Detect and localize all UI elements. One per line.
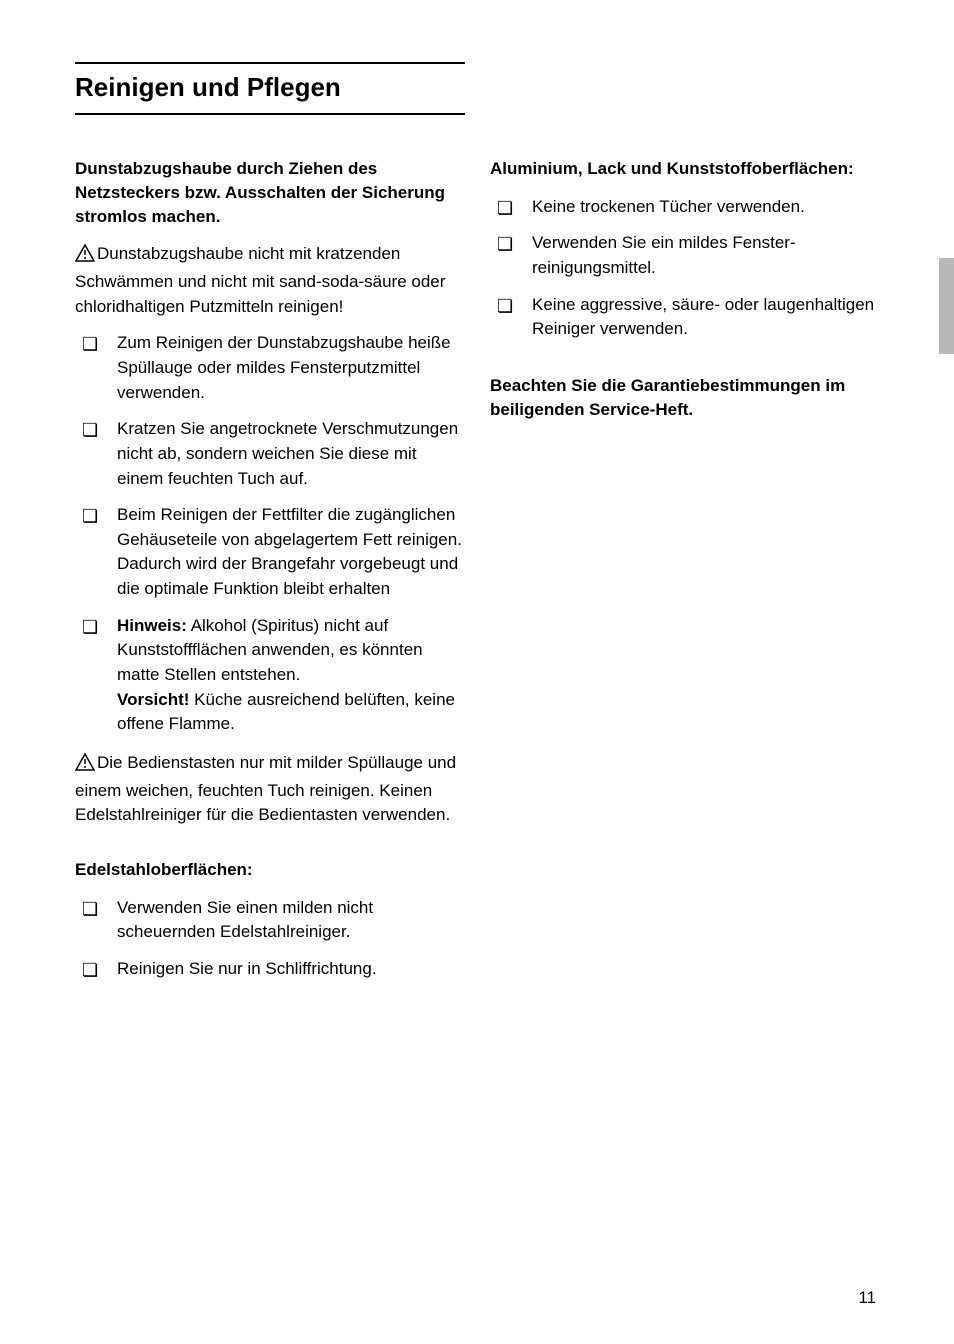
warning-cleaning-agents: Dunstabzugshaube nicht mit kratzenden Sc… xyxy=(75,242,464,319)
warning-text-1: Dunstabzugshaube nicht mit kratzenden Sc… xyxy=(75,244,445,315)
list-item: Kratzen Sie angetrocknete Verschmutzunge… xyxy=(75,417,464,491)
subheading-warranty: Beachten Sie die Garantiebestimmungen im… xyxy=(490,374,879,422)
subheading-stainless: Edelstahloberflächen: xyxy=(75,858,464,882)
list-item: Keine trockenen Tücher verwenden. xyxy=(490,195,879,220)
spacer xyxy=(490,356,879,374)
title-container: Reinigen und Pflegen xyxy=(75,62,465,115)
list-item: Beim Reinigen der Fettfilter die zugängl… xyxy=(75,503,464,602)
right-column: Aluminium, Lack und Kunststoffoberfläche… xyxy=(490,157,879,996)
warning-control-buttons: Die Bedienstasten nur mit milder Spüllau… xyxy=(75,751,464,828)
cleaning-list-1: Zum Reinigen der Dunstabzugshaube heiße … xyxy=(75,331,464,737)
hinweis-label: Hinweis: xyxy=(117,616,187,635)
page-title: Reinigen und Pflegen xyxy=(75,72,465,103)
warning-icon xyxy=(75,244,95,270)
warning-icon xyxy=(75,753,95,779)
spacer xyxy=(75,840,464,858)
list-item: Zum Reinigen der Dunstabzugshaube heiße … xyxy=(75,331,464,405)
list-item: Reinigen Sie nur in Schliffrichtung. xyxy=(75,957,464,982)
page-tab-marker xyxy=(939,258,954,354)
content-columns: Dunstabzugshaube durch Ziehen des Netzst… xyxy=(75,157,879,996)
list-item: Keine aggressive, säure- oder laugenhalt… xyxy=(490,293,879,342)
list-item: Verwenden Sie einen milden nicht scheuer… xyxy=(75,896,464,945)
page-number: 11 xyxy=(858,1288,876,1308)
stainless-list: Verwenden Sie einen milden nicht scheuer… xyxy=(75,896,464,982)
page-container: Reinigen und Pflegen Dunstabzugshaube du… xyxy=(0,0,954,1344)
aluminium-list: Keine trockenen Tücher verwenden. Verwen… xyxy=(490,195,879,342)
list-item: Verwenden Sie ein mildes Fenster­reinigu… xyxy=(490,231,879,280)
vorsicht-label: Vorsicht! xyxy=(117,690,189,709)
subheading-aluminium: Aluminium, Lack und Kunststoffoberfläche… xyxy=(490,157,879,181)
left-column: Dunstabzugshaube durch Ziehen des Netzst… xyxy=(75,157,464,996)
list-item-hinweis: Hinweis: Alkohol (Spiritus) nicht auf Ku… xyxy=(75,614,464,737)
subheading-power-off: Dunstabzugshaube durch Ziehen des Netzst… xyxy=(75,157,464,228)
warning-text-2: Die Bedienstasten nur mit milder Spüllau… xyxy=(75,753,456,824)
